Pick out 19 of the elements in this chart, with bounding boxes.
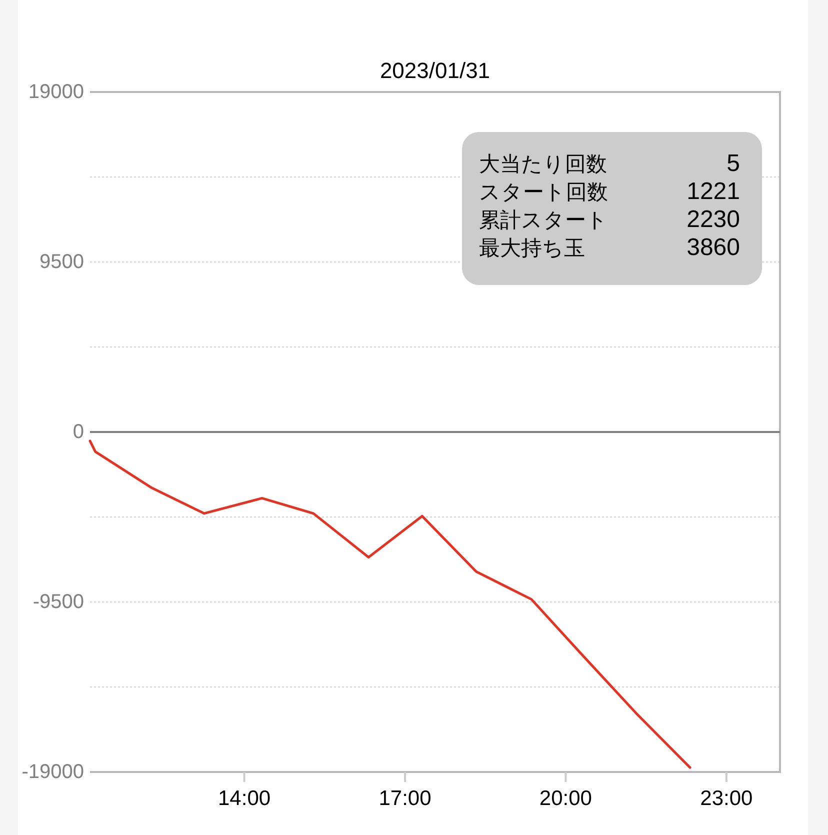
y-tick-label: -9500 — [32, 591, 84, 613]
annotation: 5 — [726, 150, 740, 177]
x-tick-label: 14:00 — [218, 787, 271, 810]
x-tick-label: 23:00 — [700, 787, 753, 810]
annotation: 1221 — [686, 178, 740, 205]
x-tick-label: 20:00 — [539, 787, 592, 810]
y-tick-label: 0 — [72, 421, 84, 443]
line-series — [88, 440, 692, 769]
annotation: 3860 — [686, 234, 740, 261]
y-tick-label: 19000 — [28, 81, 84, 103]
annotation: 2230 — [686, 206, 740, 233]
annotation: スタート回数 — [479, 181, 608, 204]
chart-title: 2023/01/31 — [380, 58, 490, 83]
y-tick-label: 9500 — [40, 251, 84, 273]
x-tick-label: 17:00 — [378, 787, 432, 810]
annotation: 最大持ち玉 — [479, 237, 585, 260]
y-tick-label: -19000 — [22, 761, 84, 783]
annotation: 大当たり回数 — [479, 153, 607, 176]
annotation: 累計スタート — [479, 209, 608, 232]
